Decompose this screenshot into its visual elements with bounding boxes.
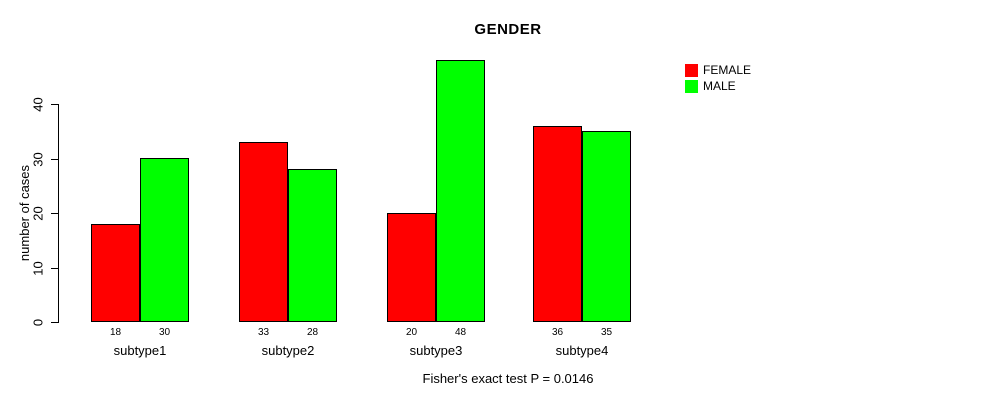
y-tick-label: 30 [30,152,46,167]
bar-male-subtype3 [436,60,485,322]
y-tick-label: 10 [30,261,46,276]
bar-female-subtype3 [387,213,436,322]
legend-label-male: MALE [703,78,736,93]
y-tick-label: 40 [30,97,46,112]
legend: FEMALE MALE [685,62,751,94]
bar-value-label: 28 [306,327,319,338]
legend-row-male: MALE [685,78,751,94]
bar-value-label: 33 [257,327,270,338]
legend-swatch-male [685,79,698,93]
bar-value-label: 20 [405,327,418,338]
bar-female-subtype4 [533,126,582,322]
y-tick-mark [51,104,58,105]
bar-value-label: 36 [551,327,564,338]
bar-value-label: 48 [454,327,467,338]
y-axis-line [58,104,59,323]
legend-label-female: FEMALE [703,62,752,77]
category-label-subtype3: subtype3 [409,343,463,358]
category-label-subtype4: subtype4 [555,343,609,358]
y-tick-mark [51,159,58,160]
category-label-subtype1: subtype1 [113,343,167,358]
chart-title: GENDER [474,21,542,38]
legend-swatch-female [685,63,698,77]
legend-row-female: FEMALE [685,62,751,78]
y-tick-mark [51,213,58,214]
bar-male-subtype2 [288,169,337,322]
bar-value-label: 35 [600,327,613,338]
y-axis-label: number of cases [17,164,32,262]
y-tick-label: 0 [30,318,46,327]
y-tick-mark [51,268,58,269]
category-label-subtype2: subtype2 [261,343,315,358]
y-tick-label: 20 [30,206,46,221]
bar-male-subtype4 [582,131,631,322]
bar-value-label: 30 [158,327,171,338]
bar-female-subtype2 [239,142,288,322]
y-tick-mark [51,322,58,323]
bar-value-label: 18 [109,327,122,338]
bar-female-subtype1 [91,224,140,322]
bar-male-subtype1 [140,158,189,322]
caption: Fisher's exact test P = 0.0146 [422,371,594,386]
